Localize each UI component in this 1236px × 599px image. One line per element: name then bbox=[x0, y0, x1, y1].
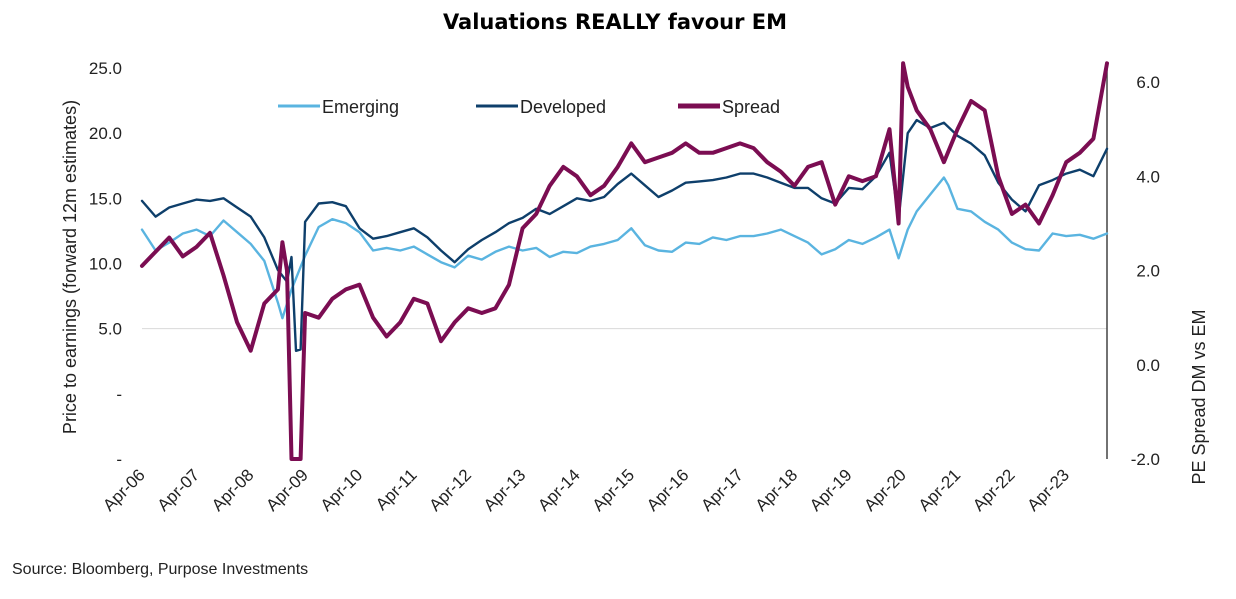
left-tick-label: 15.0 bbox=[89, 189, 122, 208]
x-tick-label: Apr-20 bbox=[860, 465, 910, 515]
x-tick-label: Apr-14 bbox=[534, 465, 584, 515]
series-line-developed bbox=[140, 118, 1109, 352]
legend-label-emerging: Emerging bbox=[322, 97, 399, 117]
series-line-emerging bbox=[140, 176, 1109, 320]
x-tick-label: Apr-10 bbox=[317, 465, 367, 515]
x-tick-label: Apr-15 bbox=[589, 465, 639, 515]
left-tick-label: - bbox=[116, 385, 122, 404]
x-tick-label: Apr-06 bbox=[99, 465, 149, 515]
legend-label-developed: Developed bbox=[520, 97, 606, 117]
right-tick-label: 6.0 bbox=[1136, 73, 1160, 92]
chart-title: Valuations REALLY favour EM bbox=[443, 10, 787, 34]
right-tick-label: 2.0 bbox=[1136, 262, 1160, 281]
series-group bbox=[140, 61, 1109, 461]
x-tick-label: Apr-19 bbox=[806, 465, 856, 515]
legend: Emerging Developed Spread bbox=[278, 97, 780, 117]
source-note: Source: Bloomberg, Purpose Investments bbox=[12, 561, 309, 578]
x-tick-label: Apr-13 bbox=[480, 465, 530, 515]
right-axis-title: PE Spread DM vs EM bbox=[1189, 309, 1209, 484]
x-tick-label: Apr-12 bbox=[426, 465, 476, 515]
left-tick-label: 5.0 bbox=[98, 320, 122, 339]
x-tick-label: Apr-11 bbox=[372, 465, 421, 514]
x-tick-label: Apr-07 bbox=[154, 465, 204, 515]
left-tick-label: - bbox=[116, 450, 122, 469]
x-tick-label: Apr-16 bbox=[643, 465, 693, 515]
right-tick-label: 0.0 bbox=[1136, 356, 1160, 375]
right-tick-label: 4.0 bbox=[1136, 167, 1160, 186]
right-axis-ticks: -2.0 0.0 2.0 4.0 6.0 bbox=[1131, 73, 1160, 469]
legend-label-spread: Spread bbox=[722, 97, 780, 117]
left-axis-title: Price to earnings (forward 12m estimates… bbox=[60, 100, 80, 434]
x-tick-label: Apr-08 bbox=[208, 465, 258, 515]
x-tick-label: Apr-18 bbox=[752, 465, 802, 515]
left-tick-label: 10.0 bbox=[89, 255, 122, 274]
left-tick-label: 25.0 bbox=[89, 59, 122, 78]
x-tick-label: Apr-21 bbox=[915, 465, 965, 515]
series-line-spread bbox=[140, 61, 1109, 461]
right-tick-label: -2.0 bbox=[1131, 450, 1160, 469]
x-tick-label: Apr-22 bbox=[969, 465, 1019, 515]
x-axis-ticks: Apr-06 Apr-07 Apr-08 Apr-09 Apr-10 Apr-11 Apr-… bbox=[99, 465, 1073, 515]
x-tick-label: Apr-17 bbox=[697, 465, 747, 515]
left-tick-label: 20.0 bbox=[89, 124, 122, 143]
x-tick-label: Apr-09 bbox=[262, 465, 312, 515]
left-axis-ticks: - - 5.0 10.0 15.0 20.0 25.0 bbox=[89, 59, 122, 469]
x-tick-label: Apr-23 bbox=[1024, 465, 1074, 515]
